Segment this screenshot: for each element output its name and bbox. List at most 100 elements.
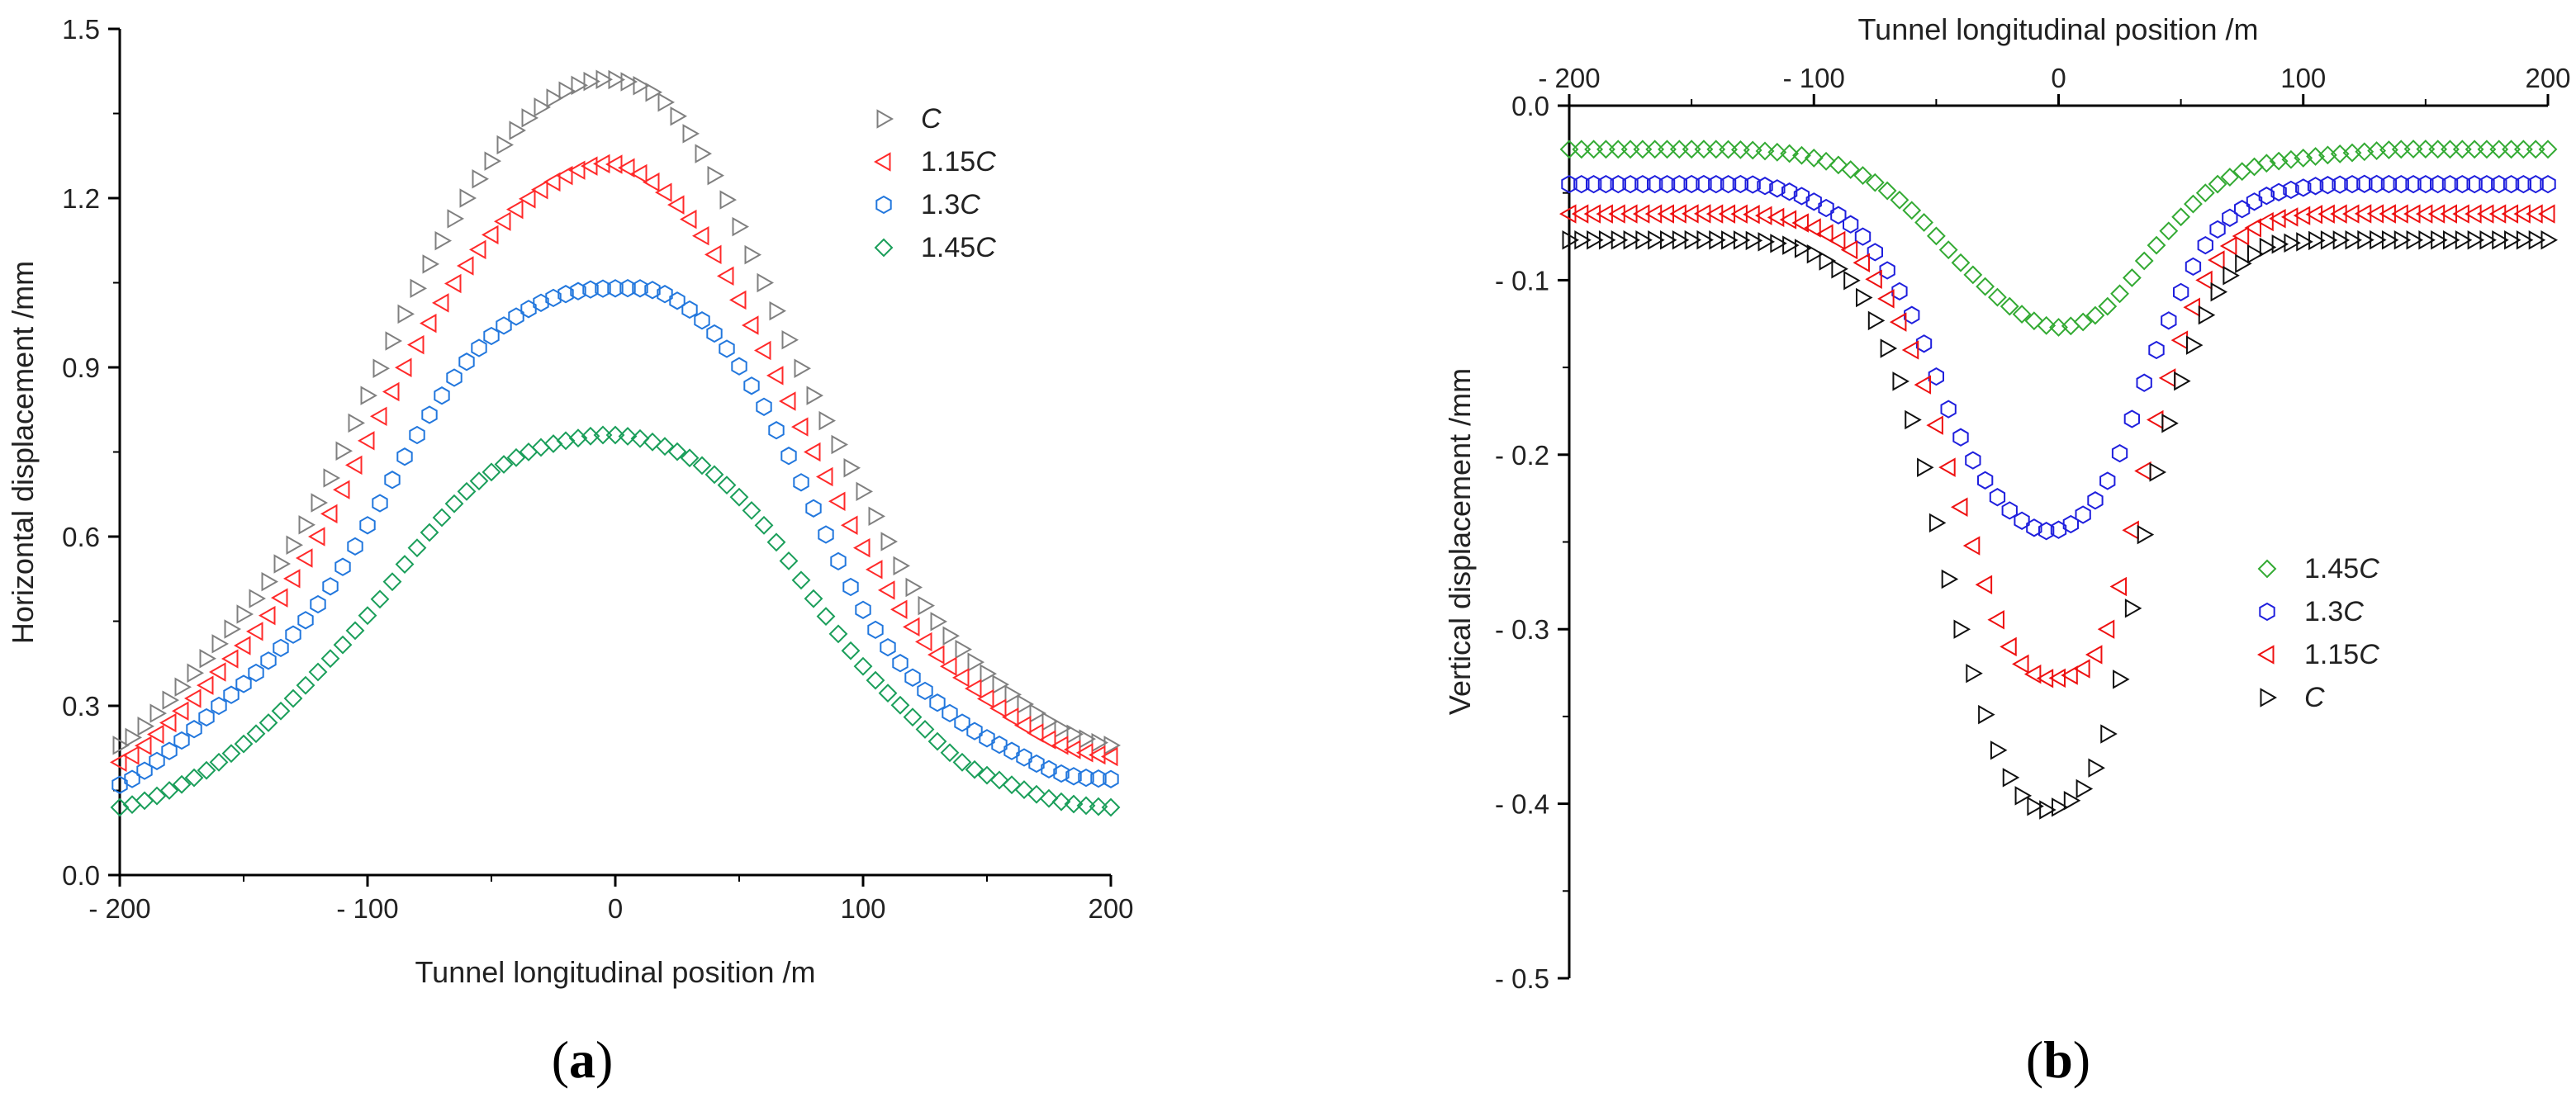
data-point <box>657 285 673 304</box>
data-point <box>209 752 229 772</box>
data-point <box>2528 230 2546 250</box>
data-point <box>2271 234 2289 254</box>
data-point <box>670 106 688 126</box>
data-point <box>2134 461 2151 481</box>
data-point <box>1975 575 1993 595</box>
data-point <box>233 636 251 655</box>
data-point <box>1952 428 1969 447</box>
data-point <box>680 448 700 468</box>
data-point <box>1587 230 1604 250</box>
data-point <box>1559 140 1579 159</box>
data-point <box>530 180 548 200</box>
x-tick-label: 100 <box>840 893 885 924</box>
data-point <box>989 770 1009 790</box>
data-point <box>2455 230 2473 250</box>
data-point <box>966 722 983 740</box>
data-point <box>633 76 651 96</box>
data-point <box>840 515 858 535</box>
data-point <box>382 381 400 402</box>
data-point <box>1632 204 1650 224</box>
data-point <box>2492 230 2509 250</box>
data-point <box>2061 665 2078 685</box>
data-point <box>1767 207 1785 228</box>
legend-label: 1.45C <box>2304 553 2379 584</box>
data-point <box>432 508 452 528</box>
data-point <box>2391 140 2411 159</box>
data-point <box>1003 741 1020 760</box>
data-point <box>1843 271 1861 291</box>
data-point <box>2479 174 2495 194</box>
x-tick-label: 0 <box>608 893 623 924</box>
data-point <box>422 254 440 274</box>
data-point <box>2393 174 2409 194</box>
data-point <box>1782 235 1800 255</box>
data-point <box>1584 140 1604 159</box>
data-point <box>2504 230 2521 250</box>
data-point <box>1976 277 1995 296</box>
data-point <box>856 481 874 502</box>
data-point <box>261 571 279 592</box>
data-point <box>867 620 884 640</box>
data-point <box>692 456 712 476</box>
data-point <box>704 465 724 485</box>
data-point <box>125 727 143 748</box>
data-point <box>2244 218 2261 238</box>
data-point <box>2048 668 2066 688</box>
y-tick-label: 0.3 <box>62 691 100 722</box>
data-point <box>1076 796 1096 816</box>
data-point <box>991 735 1008 755</box>
data-point <box>196 675 214 695</box>
data-point <box>1075 743 1093 763</box>
data-point <box>1648 230 1665 250</box>
data-point <box>1561 174 1577 194</box>
data-point <box>431 293 449 313</box>
data-point <box>2515 174 2531 194</box>
data-point <box>1100 746 1118 767</box>
data-point <box>1829 155 1848 175</box>
data-point <box>2441 174 2459 194</box>
data-point <box>681 300 698 319</box>
series-1-3C <box>111 278 1119 794</box>
data-point <box>1598 230 1616 250</box>
data-point <box>173 731 190 750</box>
data-point <box>1757 177 1773 196</box>
data-point <box>852 537 871 558</box>
data-point <box>2443 230 2460 250</box>
data-point <box>1657 204 1674 224</box>
data-point <box>1684 229 1702 250</box>
data-point <box>1938 457 1956 477</box>
data-point <box>2099 471 2116 490</box>
data-point <box>2452 204 2469 224</box>
data-point <box>110 797 130 817</box>
data-point <box>1758 232 1776 252</box>
data-point <box>518 189 536 209</box>
data-point <box>743 376 760 395</box>
data-point <box>1635 230 1653 250</box>
data-point <box>679 209 697 229</box>
data-point <box>382 572 402 592</box>
data-point <box>308 662 328 682</box>
data-point <box>2379 204 2396 224</box>
data-point <box>2308 230 2326 251</box>
x-axis-label: Tunnel longitudinal position /m <box>1858 12 2259 46</box>
data-point <box>865 560 883 580</box>
data-point <box>1941 569 1959 589</box>
data-point <box>211 634 230 654</box>
data-point <box>841 641 861 660</box>
data-point <box>1745 230 1763 251</box>
data-point <box>2173 282 2189 302</box>
data-point <box>942 626 961 646</box>
legend-marker <box>875 195 892 215</box>
data-point <box>1793 187 1810 206</box>
data-point <box>742 500 761 520</box>
data-point <box>1620 204 1638 224</box>
data-point <box>1966 663 1983 684</box>
data-point <box>2479 230 2497 250</box>
data-point <box>2052 797 2069 817</box>
data-point <box>914 632 932 652</box>
data-point <box>1620 140 1640 159</box>
data-point <box>1039 788 1059 808</box>
data-point <box>434 386 450 405</box>
data-point <box>1623 230 1641 250</box>
